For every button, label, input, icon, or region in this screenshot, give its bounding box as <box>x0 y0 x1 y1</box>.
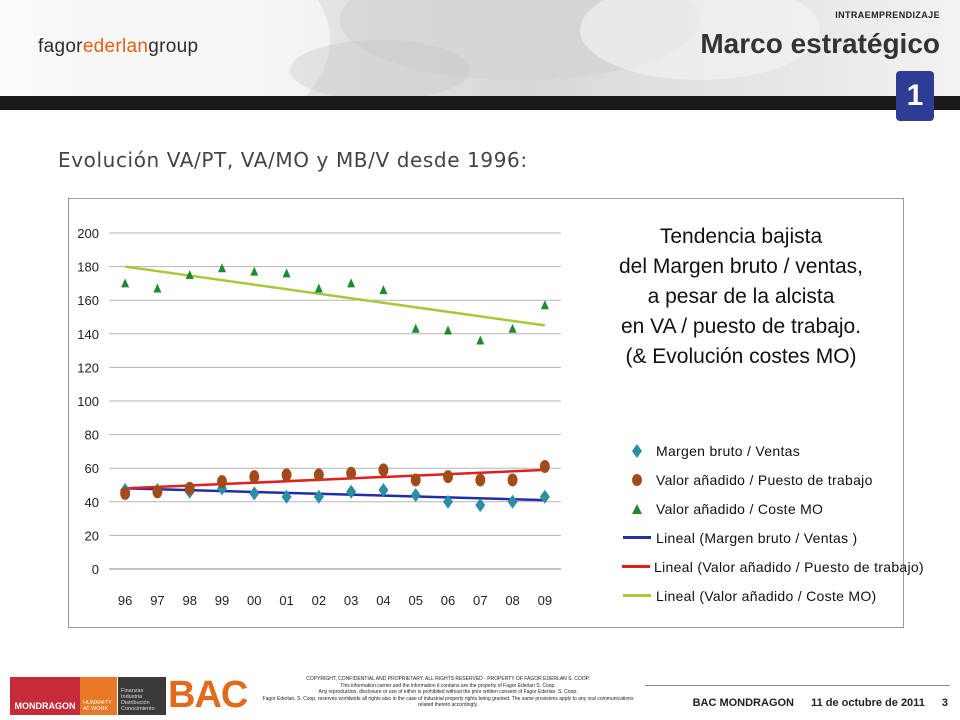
bac-logo: BAC <box>168 674 248 716</box>
chart-title-line: (& Evolución costes MO) <box>625 345 857 368</box>
section-title: Marco estratégico <box>700 28 940 59</box>
triangle-marker-icon <box>622 503 652 515</box>
footer-logos: MONDRAGON HUMANITY AT WORK Finanzas Indust… <box>10 677 166 715</box>
legend-label: Valor añadido / Coste MO <box>656 500 824 517</box>
legend-item-margen: Margen bruto / Ventas <box>622 436 892 465</box>
chart-title-line: en VA / puesto de trabajo. <box>620 315 862 338</box>
legend-label: Valor añadido / Puesto de trabajo <box>656 471 873 488</box>
footer-divider <box>645 685 950 686</box>
divisions-logo: Finanzas Industria Distribución Conocimient… <box>118 677 166 715</box>
footer-org: BAC MONDRAGON <box>692 697 795 709</box>
legend-item-trend-margen: Lineal (Margen bruto / Ventas ) <box>622 523 892 552</box>
section-number-badge: 1 <box>896 71 934 121</box>
legend-label: Margen bruto / Ventas <box>656 442 801 459</box>
footer-info: BAC MONDRAGON 11 de octubre de 2011 3 <box>693 697 948 709</box>
mondragon-logo: MONDRAGON <box>10 677 80 715</box>
line-swatch-icon <box>622 536 652 539</box>
header-dark-band <box>0 96 960 110</box>
legend-item-va-coste: Valor añadido / Coste MO <box>622 494 892 523</box>
fagor-ederlan-logo: fagorederlangroup <box>38 36 199 57</box>
header-banner: fagorederlangroup INTRAEMPRENDIZAJE Marc… <box>0 0 960 110</box>
legend-label: Lineal (Margen bruto / Ventas ) <box>656 529 858 546</box>
humanity-at-work-logo: HUMANITY AT WORK <box>80 677 117 715</box>
chart-title-line: a pesar de la alcista <box>647 285 835 308</box>
page-number: 3 <box>941 697 948 709</box>
legend-item-trend-va-puesto: Lineal (Valor añadido / Puesto de trabaj… <box>622 552 924 581</box>
line-swatch-icon <box>622 594 652 597</box>
legend-label: Lineal (Valor añadido / Puesto de trabaj… <box>654 558 924 575</box>
line-swatch-icon <box>622 565 650 568</box>
legend-label: Lineal (Valor añadido / Coste MO) <box>656 587 877 604</box>
program-label: INTRAEMPRENDIZAJE <box>835 10 940 20</box>
legend-item-va-puesto: Valor añadido / Puesto de trabajo <box>622 465 892 494</box>
slide-subtitle: Evolución VA/PT, VA/MO y MB/V desde 1996… <box>58 148 528 172</box>
diamond-marker-icon <box>622 443 652 458</box>
chart-title-line: del Margen bruto / ventas, <box>619 255 863 278</box>
chart-legend: Margen bruto / Ventas Valor añadido / Pu… <box>622 436 924 610</box>
copyright-notice: COPYRIGHT, CONFIDENTIAL AND PROPRIETARY.… <box>262 676 634 709</box>
header-swirl-graphic <box>0 0 820 110</box>
footer-date: 11 de octubre de 2011 <box>811 697 925 709</box>
chart-title-line: Tendencia bajista <box>659 225 823 248</box>
circle-marker-icon <box>622 473 652 487</box>
chart-title: Tendencia bajista del Margen bruto / ven… <box>600 222 882 372</box>
legend-item-trend-va-coste: Lineal (Valor añadido / Coste MO) <box>622 581 892 610</box>
